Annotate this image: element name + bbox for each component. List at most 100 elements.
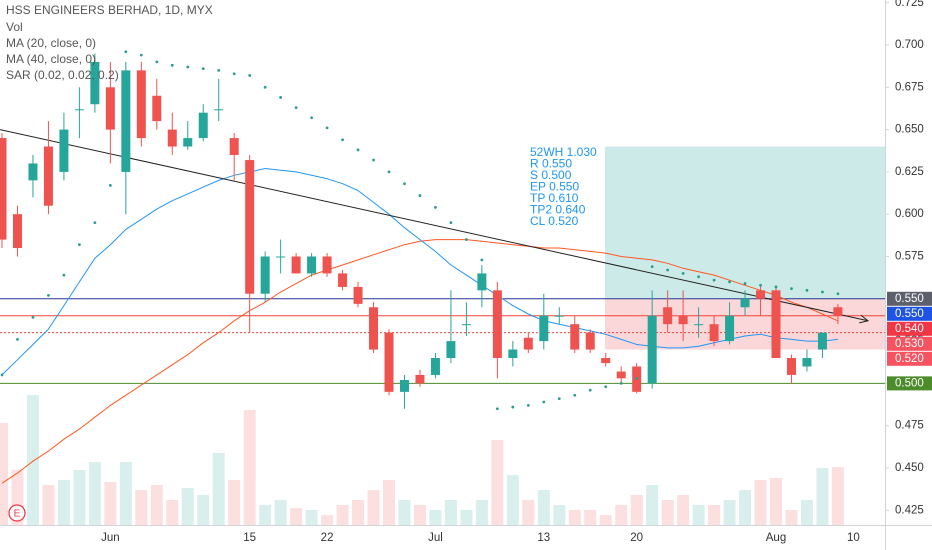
chart-title: HSS ENGINEERS BERHAD, 1D, MYX <box>6 3 213 17</box>
sar-dot <box>821 290 824 294</box>
sar-dot <box>232 72 236 76</box>
candle-body <box>709 324 719 342</box>
legend-item: Vol <box>6 20 23 34</box>
volume-bar <box>274 500 287 525</box>
sar-dot <box>480 258 484 262</box>
volume-bar <box>692 505 705 525</box>
y-tick-label: 0.450 <box>895 462 924 474</box>
candle-body <box>384 332 394 392</box>
sar-dot <box>325 126 329 130</box>
volume-bar <box>135 490 148 525</box>
sar-dot <box>712 278 716 282</box>
annotation-line: TP 0.610 <box>530 191 579 205</box>
candle-body <box>183 138 193 147</box>
earnings-label: E <box>14 509 21 520</box>
x-tick-label: 10 <box>847 532 860 544</box>
volume-bar <box>88 462 101 525</box>
sar-dot <box>805 288 809 292</box>
candle-body <box>694 324 704 326</box>
sar-dot <box>511 405 515 409</box>
volume-bar <box>352 500 365 525</box>
candle-body <box>663 307 673 325</box>
volume-bar <box>754 480 767 525</box>
volume-bar <box>770 478 782 525</box>
annotation-line: R 0.550 <box>530 157 572 171</box>
annotation-line: S 0.500 <box>530 168 572 182</box>
x-tick-label: Jul <box>428 532 443 544</box>
candle-body <box>585 332 595 350</box>
sar-dot <box>248 74 252 77</box>
sar-dot <box>341 138 344 142</box>
sar-dot <box>650 265 654 269</box>
earnings-icon[interactable] <box>8 504 26 522</box>
ma20-line <box>1 167 838 376</box>
candle-body <box>214 109 224 111</box>
candle-body <box>121 70 131 172</box>
y-tick-label: 0.725 <box>895 0 924 9</box>
candle-body <box>477 273 487 291</box>
x-tick-label: 15 <box>243 532 256 544</box>
annotation-line: TP2 0.640 <box>530 203 586 217</box>
price-label-bg <box>887 321 932 336</box>
sar-dot <box>310 116 313 120</box>
volume-bar <box>677 495 690 525</box>
legend-item: SAR (0.02, 0.02, 0.2) <box>6 68 119 82</box>
candle-body <box>771 290 781 359</box>
volume-bar <box>321 515 334 525</box>
sar-dot <box>728 280 731 284</box>
volume-bar <box>26 395 39 525</box>
candle-body <box>245 160 255 294</box>
candle-body <box>492 290 502 359</box>
sar-dot <box>619 381 623 385</box>
volume-bar <box>615 505 628 525</box>
y-tick-label: 0.475 <box>895 420 924 432</box>
volume-bar <box>491 440 504 525</box>
x-tick-label: Jun <box>101 532 120 544</box>
sar-dot <box>403 182 406 186</box>
price-label: 0.540 <box>895 323 924 335</box>
candle-body <box>399 380 409 392</box>
sar-dot <box>681 272 685 275</box>
volume-bar <box>816 468 829 525</box>
volume-bar <box>243 410 256 525</box>
sar-dot <box>356 148 360 152</box>
candle-body <box>74 109 84 111</box>
sar-dot <box>666 268 670 272</box>
volume-bar <box>800 500 813 525</box>
candle-body <box>0 138 7 240</box>
candle-body <box>833 307 843 316</box>
price-label-bg <box>887 291 932 306</box>
zone <box>605 146 885 299</box>
x-tick-label: 20 <box>630 532 643 544</box>
volume-bar <box>367 490 380 525</box>
sar-dot <box>743 282 747 285</box>
candle-body <box>338 273 348 287</box>
y-tick-label: 0.575 <box>895 251 924 263</box>
volume-bar <box>739 490 752 525</box>
sar-dot <box>604 385 608 389</box>
candle-body <box>276 256 286 258</box>
candle-body <box>616 371 626 379</box>
y-tick-label: 0.700 <box>895 39 924 51</box>
candle-body <box>725 315 735 342</box>
candle-body <box>786 358 796 375</box>
sar-dot <box>836 292 840 296</box>
candle-body <box>369 307 379 350</box>
volume-bar <box>475 500 488 525</box>
candle-body <box>152 95 162 122</box>
price-label-bg <box>887 351 932 366</box>
price-label: 0.550 <box>895 308 924 320</box>
volume-bar <box>460 510 473 525</box>
sar-dot <box>47 294 50 297</box>
price-label-bg <box>887 336 932 351</box>
sar-dot <box>62 273 66 277</box>
sar-dot <box>573 393 577 397</box>
volume-bar <box>398 500 411 525</box>
volume-bar <box>429 510 442 525</box>
sar-dot <box>263 85 267 89</box>
sar-dot <box>78 243 81 247</box>
volume-bar <box>383 480 395 525</box>
volume-bar <box>444 500 457 525</box>
volume-bar <box>150 485 163 525</box>
